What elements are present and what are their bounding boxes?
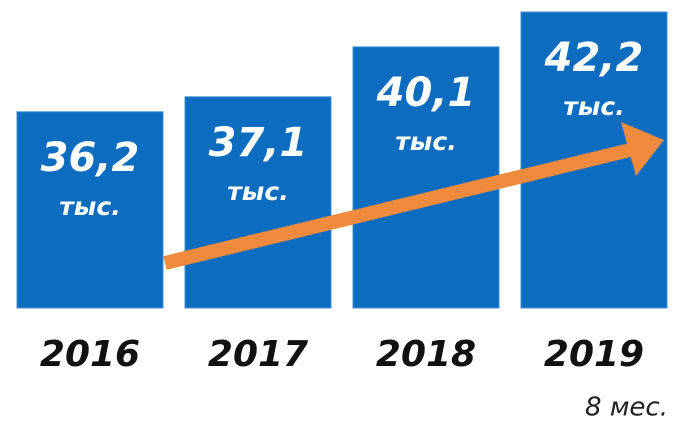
bar [352,46,500,309]
x-tick-label: 2018 [376,334,476,375]
unit-label: тыс. [563,92,624,121]
unit-label: тыс. [395,127,456,156]
x-tick-label: 2016 [40,334,140,375]
arrow-head [621,122,664,176]
x-tick-label: 2017 [208,334,308,375]
value-label: 40,1 [376,70,476,116]
annotation: 8 мес. [585,393,668,423]
trend-arrow [163,122,664,270]
bars [16,11,668,309]
bar [184,96,332,309]
value-label: 37,1 [209,120,308,166]
value-label: 36,2 [41,135,140,181]
value-label: 42,2 [544,35,644,81]
labels: 36,2 тыс. 2016 37,1 тыс. 2017 40,1 тыс. 2018 42,2… [40,35,644,375]
x-tick-label: 2019 [544,334,644,375]
unit-label: тыс. [227,177,288,206]
bar [16,111,164,309]
arrow-shaft [163,143,632,270]
unit-label: тыс. [59,192,120,221]
